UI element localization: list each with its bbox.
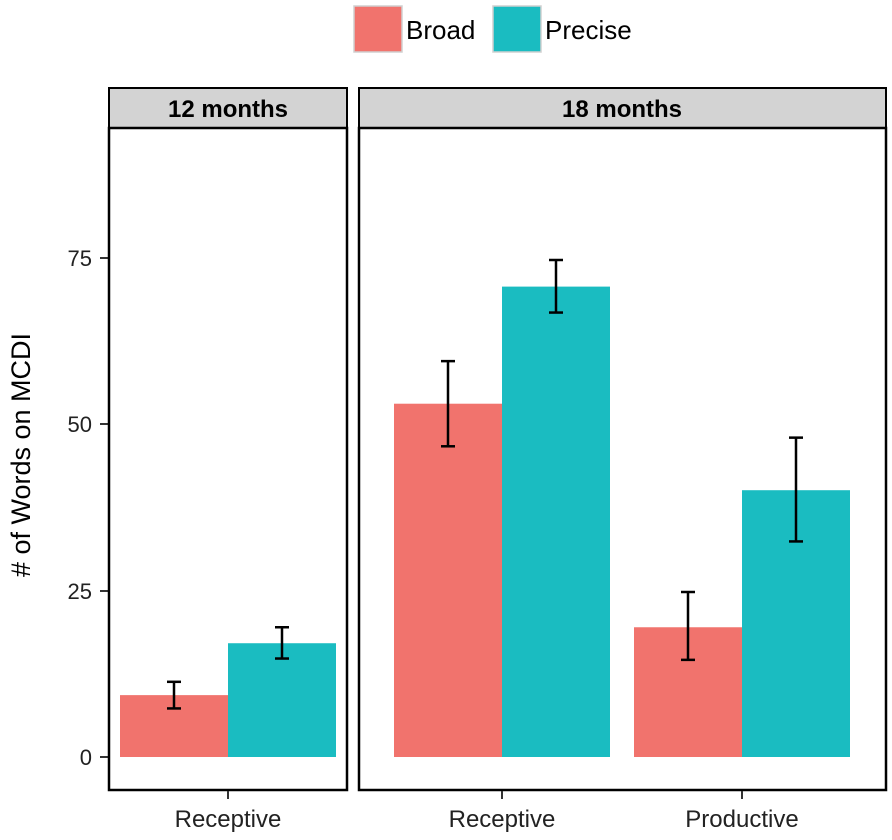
panel-border	[107, 126, 349, 792]
legend-label-broad: Broad	[406, 15, 475, 45]
panel-12-months: 12 months	[107, 87, 349, 792]
x-tick-label: Receptive	[175, 806, 282, 833]
legend-key-broad	[353, 5, 403, 53]
bar-broad-receptive	[394, 403, 502, 757]
y-tick-label: 50	[68, 412, 92, 437]
error-bar	[441, 359, 455, 448]
panel-18-months: 18 months	[357, 87, 888, 792]
legend-label-precise: Precise	[545, 15, 632, 45]
panel-strip-label: 12 months	[168, 96, 288, 123]
panel-border	[357, 126, 888, 792]
legend: Broad Precise	[353, 5, 632, 53]
bar-precise-receptive	[228, 643, 336, 757]
error-bar	[549, 258, 563, 314]
x-axis: Receptive Receptive Productive	[175, 791, 799, 833]
panel-strip	[108, 87, 348, 129]
x-tick-label: Productive	[685, 806, 798, 833]
error-bar	[275, 626, 289, 660]
y-axis: 0 25 50 75	[68, 246, 108, 770]
y-tick-label: 25	[68, 579, 92, 604]
panel-strip-label: 18 months	[562, 96, 682, 123]
error-bar	[167, 680, 181, 710]
y-tick-label: 75	[68, 246, 92, 271]
legend-key-precise	[492, 5, 542, 53]
error-bar	[789, 436, 803, 543]
y-axis-title: # of Words on MCDI	[6, 333, 36, 577]
error-bar	[681, 590, 695, 662]
x-tick-label: Receptive	[449, 806, 556, 833]
y-tick-label: 0	[80, 745, 92, 770]
bar-precise-receptive	[502, 286, 610, 757]
panel-plot-area	[394, 258, 850, 757]
panel-plot-area	[120, 626, 336, 757]
